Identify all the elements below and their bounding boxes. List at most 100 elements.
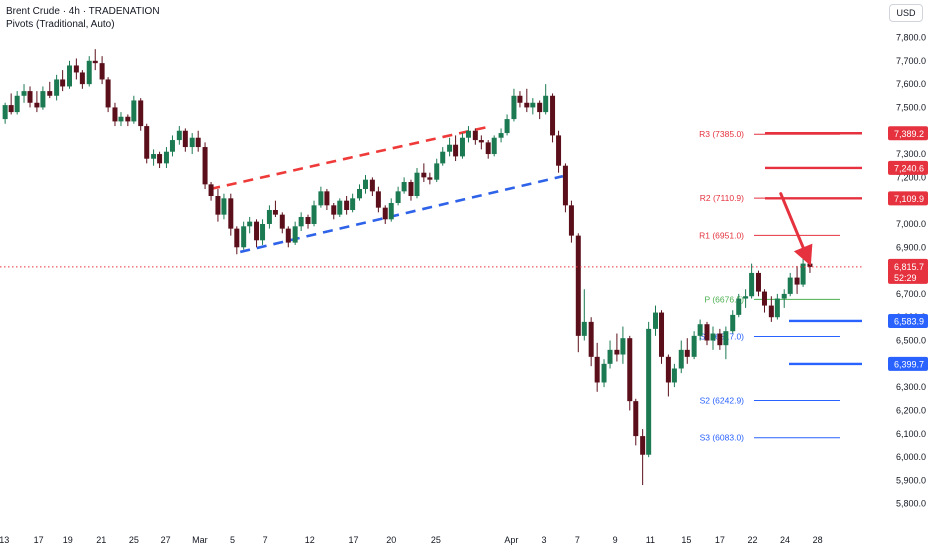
candle [434,158,440,183]
candle-body [195,137,201,148]
candle-body [131,100,137,122]
y-tick-label: 7,200.0 [896,172,926,182]
candle [215,189,221,222]
candle [189,133,195,155]
candle [221,193,227,220]
candle-body [421,172,427,178]
candle [112,102,118,127]
candle [254,219,260,248]
candle [491,135,497,157]
candle [717,328,723,350]
candle-body [375,191,381,208]
candle-body [601,363,607,383]
indicator-label[interactable]: Pivots (Traditional, Auto) [6,19,115,30]
currency-button[interactable]: USD [889,4,923,22]
y-tick-label: 6,700.0 [896,289,926,299]
candle [743,289,749,308]
candle [138,98,144,131]
candle [285,226,291,248]
candle [131,95,137,124]
candle [266,205,272,229]
candle-body [607,349,613,364]
arrow-shaft [779,192,805,249]
candle-body [151,154,157,159]
candle-body [678,349,684,369]
candle [607,340,613,369]
candle [182,128,188,152]
support-price-tag: 6,399.7 [888,356,928,371]
candle [47,81,53,99]
candle [755,270,761,297]
candle [440,147,446,166]
candle-body [408,182,414,197]
resistance-price-tag-bg [888,160,928,175]
candle-body [241,226,247,248]
resistance-price-tag-text: 7,389.2 [894,129,924,139]
candle-body [414,172,420,197]
candle-body [434,163,440,180]
candle-body [40,91,46,108]
pivot-lines: R3 (7385.0) R2 (7110.9) R1 (6951.0) P (6676… [699,129,840,443]
x-tick-label: Mar [192,535,208,545]
candle [659,310,665,364]
candle-body [807,263,813,267]
candle-body [382,207,388,220]
candle [292,221,298,245]
candle [498,128,504,143]
candle [34,91,40,113]
candle-body [614,349,620,355]
candle-body [459,137,465,157]
resistance-price-tag-text: 7,240.6 [894,163,924,173]
candle-body [427,177,433,180]
candle-body [530,102,536,108]
x-tick-label: 11 [646,535,655,545]
candle-body [485,142,491,155]
candle-body [99,63,105,80]
candle-body [653,312,659,329]
candle [331,202,337,220]
candle [427,172,433,185]
candle [730,310,736,334]
candle-body [743,296,749,299]
candle-body [169,140,175,152]
candle [588,317,594,367]
current-price-tag: 6,815.752:29 [888,258,928,284]
y-tick-label: 7,000.0 [896,219,926,229]
x-tick-label: 13 [0,535,9,545]
candle [176,126,182,145]
candle [118,112,124,127]
candle [627,335,633,411]
candle [517,91,523,108]
candle-body [710,333,716,341]
candle-body [736,298,742,315]
candle [665,354,671,397]
support-price-tag-text: 6,583.9 [894,316,924,326]
candle-body [588,321,594,357]
candle-body [568,205,574,236]
candle-body [215,196,221,215]
candle [562,163,568,213]
candle [761,289,767,313]
candle-body [761,291,767,306]
candle [279,212,285,234]
candle-body [659,312,665,357]
candle-body [665,356,671,383]
candle-body [524,102,530,108]
candle-body [260,223,266,241]
current-price-text: 6,815.7 [894,262,924,272]
candle-body [671,368,677,383]
candle [620,326,626,364]
candle-body [79,72,85,85]
candle-body [749,272,755,297]
candle [421,163,427,183]
time-axis[interactable]: 13 17 19 21 25 27 Mar 5 7 12 17 20 25 Apr 3 7 9 11 15 17 22 2… [0,535,823,545]
candle-body [447,144,453,152]
x-tick-label: 9 [613,535,618,545]
candle [465,126,471,143]
y-tick-label: 6,900.0 [896,242,926,252]
candle [324,189,330,210]
candle-body [517,95,523,103]
candle [92,49,98,71]
candle [524,88,530,113]
